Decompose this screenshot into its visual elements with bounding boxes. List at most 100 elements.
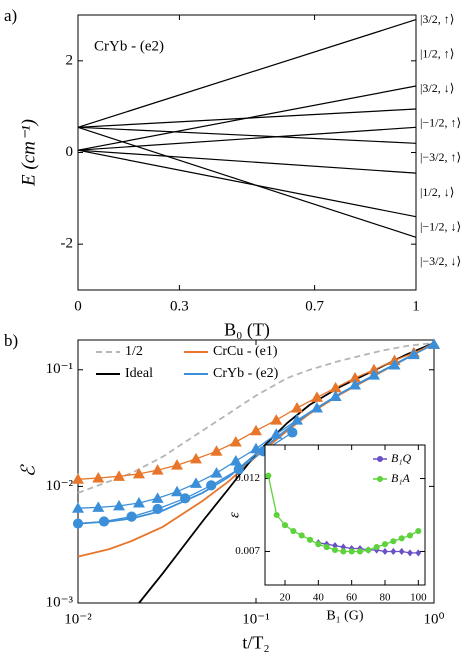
marker bbox=[92, 501, 105, 512]
series-line bbox=[77, 149, 417, 174]
marker bbox=[310, 402, 323, 413]
marker bbox=[265, 472, 272, 479]
x-tick-label: 20 bbox=[280, 592, 292, 604]
series-label: |−1/2, ↑⟩ bbox=[420, 116, 461, 130]
marker bbox=[210, 445, 223, 456]
marker bbox=[323, 544, 330, 551]
panel-label: b) bbox=[4, 331, 18, 350]
marker bbox=[98, 516, 110, 527]
marker bbox=[180, 493, 191, 504]
series-line bbox=[77, 19, 417, 128]
y-tick-label: 10⁻² bbox=[46, 478, 74, 494]
marker bbox=[72, 502, 84, 513]
plot-area bbox=[264, 444, 426, 586]
marker bbox=[367, 363, 380, 375]
x-tick-label: 10⁻¹ bbox=[242, 611, 269, 627]
legend-swatch bbox=[377, 476, 383, 482]
marker bbox=[315, 541, 322, 548]
marker bbox=[415, 549, 422, 557]
x-tick-label: 10⁰ bbox=[423, 611, 444, 627]
marker bbox=[373, 544, 380, 551]
marker bbox=[382, 547, 388, 556]
marker bbox=[189, 477, 202, 488]
marker bbox=[310, 391, 323, 402]
marker bbox=[407, 549, 413, 557]
series-label: |−1/2, ↓⟩ bbox=[420, 219, 461, 233]
marker bbox=[210, 467, 223, 478]
marker bbox=[390, 538, 397, 545]
marker bbox=[388, 358, 401, 370]
y-axis-label: ε bbox=[226, 512, 242, 518]
y-tick-label: 0 bbox=[66, 144, 74, 160]
marker bbox=[348, 548, 355, 555]
x-axis-label: t/T₂ bbox=[242, 633, 269, 653]
marker bbox=[113, 499, 126, 511]
marker bbox=[270, 414, 283, 425]
series-line bbox=[77, 126, 417, 151]
plot-area bbox=[77, 14, 417, 291]
marker bbox=[428, 338, 440, 349]
legend-label: CrCu - (e1) bbox=[213, 344, 278, 359]
x-tick-label: 1 bbox=[412, 298, 420, 314]
panel: 20 40 60 80 100 0.007 0.012 B₁ (G) ε B₁Q B₁A bbox=[226, 444, 427, 624]
marker bbox=[398, 547, 405, 556]
x-tick-label: 0 bbox=[74, 298, 82, 314]
marker bbox=[151, 492, 164, 503]
series-line bbox=[77, 108, 417, 128]
marker bbox=[72, 518, 84, 529]
x-tick-label: 100 bbox=[410, 592, 427, 604]
x-tick-label: 80 bbox=[380, 592, 392, 604]
panel-label: a) bbox=[4, 6, 17, 25]
marker bbox=[356, 548, 364, 555]
legend-label: 1/2 bbox=[125, 344, 143, 359]
panel: 0 0.3 0.7 1 -2 0 2 B₀ (T) E (cm⁻¹) a) CrYb - (e2) |… bbox=[4, 6, 461, 341]
x-tick-label: 10⁻² bbox=[64, 611, 92, 627]
marker bbox=[270, 428, 283, 439]
marker bbox=[349, 379, 362, 390]
marker bbox=[340, 543, 347, 551]
series-label: |3/2, ↑⟩ bbox=[420, 12, 454, 26]
x-axis-label: B₀ (T) bbox=[224, 320, 270, 341]
marker bbox=[398, 535, 405, 542]
legend-swatch bbox=[377, 456, 383, 462]
marker bbox=[306, 536, 314, 543]
marker bbox=[132, 467, 145, 479]
x-axis-label: B₁ (G) bbox=[326, 609, 363, 624]
marker bbox=[381, 541, 389, 548]
marker bbox=[365, 546, 372, 554]
series-label: |3/2, ↓⟩ bbox=[420, 81, 454, 95]
marker bbox=[132, 497, 145, 508]
marker bbox=[171, 485, 184, 497]
x-tick-label: 60 bbox=[346, 592, 358, 604]
x-tick-label: 40 bbox=[313, 592, 325, 604]
x-tick-label: 0.7 bbox=[305, 298, 324, 314]
y-axis-label: ℰ bbox=[18, 463, 39, 477]
y-tick-label: 10⁻¹ bbox=[46, 361, 73, 377]
marker bbox=[329, 381, 342, 393]
marker bbox=[291, 414, 304, 425]
series-label: |1/2, ↑⟩ bbox=[420, 46, 454, 60]
y-tick-label: 0.012 bbox=[235, 472, 260, 484]
marker bbox=[290, 527, 297, 535]
marker bbox=[152, 503, 163, 515]
y-tick-label: 0.007 bbox=[235, 545, 260, 557]
marker bbox=[92, 472, 105, 483]
marker bbox=[171, 459, 184, 470]
marker bbox=[298, 532, 305, 539]
marker bbox=[406, 532, 414, 539]
marker bbox=[229, 455, 242, 466]
series-label: |−3/2, ↓⟩ bbox=[420, 254, 461, 268]
legend-label: CrYb - (e2) bbox=[213, 366, 279, 381]
marker bbox=[206, 480, 217, 491]
marker bbox=[273, 511, 280, 519]
x-tick-label: 0.3 bbox=[170, 298, 189, 314]
legend-label: Ideal bbox=[125, 366, 153, 381]
marker bbox=[340, 548, 347, 555]
series-label: |1/2, ↓⟩ bbox=[420, 185, 454, 199]
marker bbox=[250, 424, 262, 436]
y-tick-label: 10⁻³ bbox=[46, 594, 74, 610]
marker bbox=[291, 402, 304, 413]
y-tick-label: 2 bbox=[66, 52, 74, 68]
legend-label: B₁Q bbox=[391, 451, 412, 465]
